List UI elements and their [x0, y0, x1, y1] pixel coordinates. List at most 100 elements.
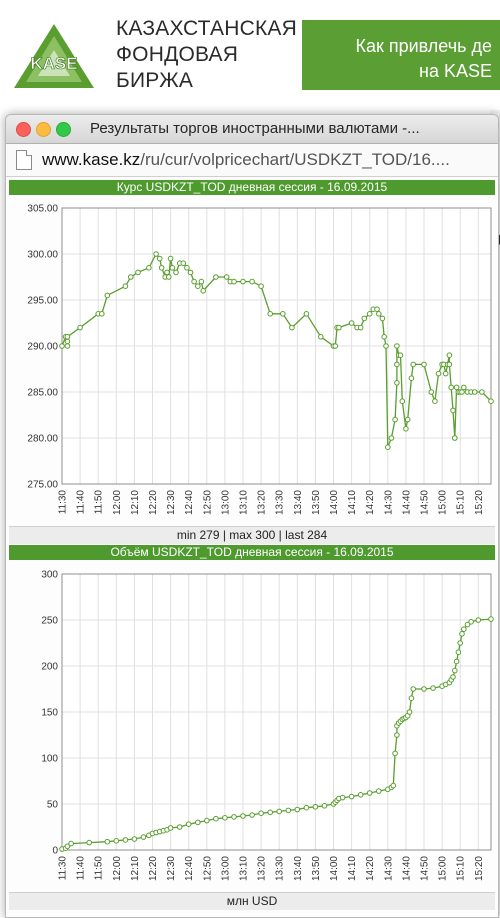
x-tick-label: 13:50: [311, 490, 322, 515]
data-point: [128, 274, 134, 280]
data-point: [385, 444, 391, 450]
data-point: [376, 788, 382, 794]
x-tick-label: 12:10: [130, 490, 141, 515]
data-point: [442, 370, 449, 377]
data-point: [285, 807, 292, 814]
y-tick-label: 0: [52, 846, 58, 857]
price-chart: 11:30 11:40 11:50 12:00 12:10 12:20 12:30 12:40…: [27, 204, 494, 515]
data-point: [222, 814, 228, 821]
kase-logo-icon[interactable]: KASE: [10, 22, 98, 92]
data-point: [164, 269, 170, 276]
data-point: [336, 324, 342, 331]
data-point: [191, 278, 197, 285]
data-point: [312, 804, 319, 810]
volume-chart: 11:30 11:40 11:50 12:00 12:10 12:20 12:30 12:40…: [41, 570, 494, 881]
data-point: [249, 278, 255, 285]
y-tick-label: 305.00: [27, 204, 58, 215]
x-tick-label: 15:20: [474, 490, 485, 515]
logo-line-2: ФОНДОВАЯ: [116, 43, 239, 66]
data-point: [223, 274, 230, 280]
promo-text: Как привлечь де на KASE: [292, 34, 492, 84]
data-point: [459, 389, 465, 395]
data-point: [64, 338, 71, 345]
data-point: [452, 667, 458, 674]
x-tick-label: 11:40: [76, 490, 87, 515]
data-point: [394, 380, 400, 386]
promo-banner[interactable]: Как привлечь де на KASE: [302, 20, 500, 90]
x-tick-label: 13:30: [275, 490, 286, 515]
data-point: [146, 265, 152, 271]
data-point: [357, 324, 364, 331]
data-point: [408, 695, 415, 701]
data-point: [318, 334, 324, 340]
x-tick-label: 13:20: [257, 856, 268, 881]
data-point: [348, 320, 355, 326]
data-point: [446, 352, 453, 358]
data-point: [198, 278, 205, 285]
data-point: [403, 426, 409, 432]
data-point: [388, 435, 395, 441]
data-point: [267, 809, 274, 816]
data-point: [453, 658, 460, 665]
data-point: [153, 251, 159, 257]
data-point: [104, 292, 111, 299]
data-point: [195, 819, 201, 826]
x-tick-label: 12:10: [130, 856, 141, 881]
url-bar[interactable]: www.kase.kz/ru/cur/volpricechart/USDKZT_…: [6, 144, 498, 177]
data-point: [455, 649, 462, 655]
data-point: [303, 804, 310, 811]
data-point: [122, 283, 129, 289]
data-point: [332, 343, 339, 349]
data-point: [294, 806, 301, 813]
data-point: [461, 384, 467, 391]
x-tick-label: 12:20: [148, 490, 159, 515]
close-window-button[interactable]: [16, 122, 31, 137]
y-tick-label: 280.00: [27, 434, 58, 445]
window-titlebar[interactable]: Результаты торгов иностранными валютами …: [6, 115, 498, 144]
data-point: [303, 311, 310, 317]
data-point: [448, 384, 455, 391]
data-point: [394, 343, 400, 349]
data-point: [267, 311, 274, 317]
data-point: [361, 315, 368, 322]
x-tick-label: 15:10: [456, 490, 467, 515]
minimize-window-button[interactable]: [36, 122, 51, 137]
data-point: [348, 793, 355, 800]
x-tick-label: 15:20: [474, 856, 485, 881]
x-tick-label: 14:00: [329, 856, 340, 881]
x-tick-label: 11:40: [76, 856, 87, 881]
data-point: [397, 352, 404, 358]
data-point: [390, 782, 397, 789]
data-point: [488, 616, 494, 622]
data-point: [276, 808, 283, 815]
data-point: [104, 838, 111, 845]
url-text[interactable]: www.kase.kz/ru/cur/volpricechart/USDKZT_…: [42, 150, 450, 170]
page-icon: [16, 150, 32, 170]
data-point: [158, 265, 165, 271]
url-path: /ru/cur/volpricechart/USDKZT_TOD/16....: [140, 150, 450, 169]
data-point: [289, 324, 295, 331]
data-point: [461, 626, 467, 632]
data-point: [450, 674, 456, 680]
data-point: [140, 834, 147, 840]
data-point: [258, 810, 264, 816]
zoom-window-button[interactable]: [56, 122, 71, 137]
y-tick-label: 285.00: [27, 388, 58, 399]
data-point: [374, 306, 380, 312]
x-tick-label: 13:00: [220, 490, 231, 515]
y-tick-label: 290.00: [27, 342, 58, 353]
x-tick-label: 14:10: [347, 856, 358, 881]
y-tick-label: 300: [41, 570, 58, 581]
data-point: [379, 315, 386, 322]
data-point: [383, 343, 389, 349]
data-point: [187, 269, 194, 276]
promo-line-1: Как привлечь де: [355, 36, 492, 56]
data-point: [339, 794, 346, 801]
site-header: KASE КАЗАХСТАНСКАЯ ФОНДОВАЯ БИРЖА Как пр…: [0, 0, 500, 110]
data-point: [392, 750, 398, 757]
data-point: [213, 274, 219, 280]
logo-text: КАЗАХСТАНСКАЯ ФОНДОВАЯ БИРЖА: [116, 16, 297, 94]
x-tick-label: 12:40: [184, 856, 195, 881]
y-tick-label: 100: [41, 754, 58, 765]
data-point: [381, 334, 388, 340]
